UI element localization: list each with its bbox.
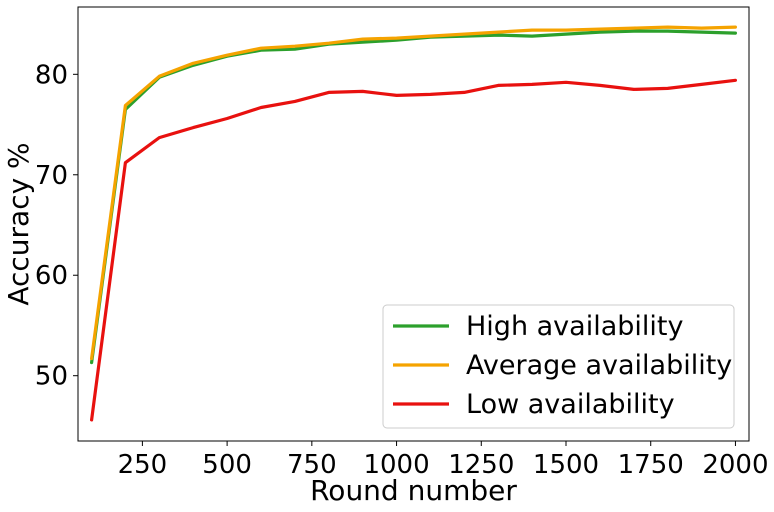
plot-frame bbox=[77, 6, 750, 442]
y-tick-label: 60 bbox=[35, 261, 68, 291]
legend: High availability Average availability Low… bbox=[382, 304, 735, 429]
x-axis-ticks: 250 500 750 1000 1250 1500 1750 2000 bbox=[118, 441, 769, 480]
plot-lines bbox=[89, 25, 738, 422]
x-tick-label: 500 bbox=[202, 450, 252, 480]
x-tick-label: 1500 bbox=[533, 450, 599, 480]
legend-label: Average availability bbox=[466, 350, 732, 381]
x-tick-label: 1000 bbox=[363, 450, 429, 480]
y-axis-label: Accuracy % bbox=[2, 142, 35, 305]
legend-label: High availability bbox=[466, 311, 683, 342]
x-tick-label: 2000 bbox=[702, 450, 768, 480]
y-tick-label: 80 bbox=[35, 60, 68, 90]
x-tick-label: 1750 bbox=[618, 450, 684, 480]
series-line-2 bbox=[89, 25, 738, 361]
y-axis-ticks: 50 60 70 80 bbox=[35, 60, 78, 392]
x-axis-label: Round number bbox=[310, 474, 517, 507]
x-tick-label: 1250 bbox=[448, 450, 514, 480]
series-line-3 bbox=[89, 78, 738, 422]
y-tick-label: 50 bbox=[35, 362, 68, 392]
y-tick-label: 70 bbox=[35, 161, 68, 191]
legend-label: Low availability bbox=[466, 389, 675, 420]
legend-box bbox=[382, 304, 735, 429]
x-tick-label: 250 bbox=[118, 450, 168, 480]
x-tick-label: 750 bbox=[287, 450, 337, 480]
